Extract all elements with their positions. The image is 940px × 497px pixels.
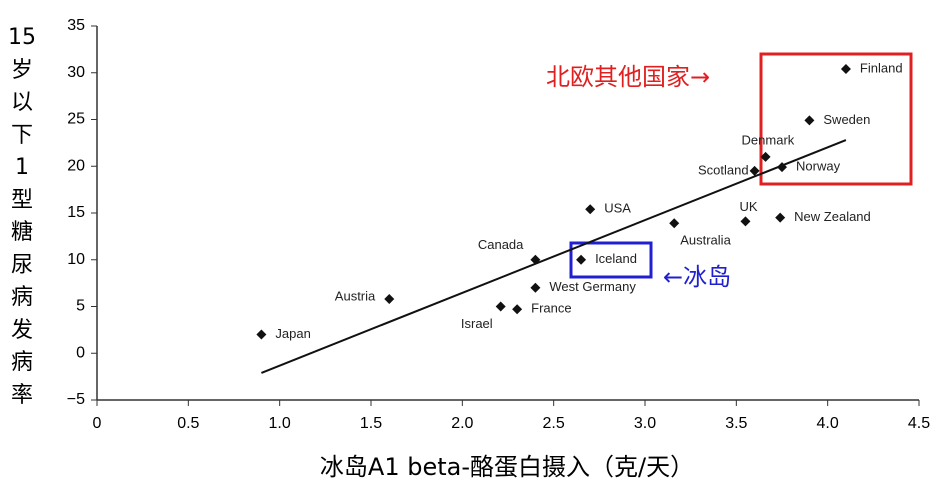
point	[384, 294, 395, 305]
point	[777, 162, 787, 173]
y-tick-label: 35	[67, 17, 85, 34]
point	[530, 282, 541, 293]
point	[749, 165, 760, 176]
point-label: Finland	[860, 60, 903, 75]
point-label: Australia	[680, 233, 731, 248]
point	[804, 115, 815, 126]
point-label: France	[531, 301, 571, 316]
x-tick-label: 2.0	[451, 415, 473, 432]
point-label: Austria	[335, 288, 376, 303]
point-label: Sweden	[823, 112, 870, 127]
y-tick-label: 10	[67, 251, 85, 268]
x-tick-label: 4.5	[908, 415, 930, 432]
y-tick-label: 5	[76, 298, 85, 315]
point-label: West Germany	[549, 279, 636, 294]
y-axis-title: 15岁以下1型糖尿病发病率	[8, 25, 36, 408]
x-tick-label: 3.5	[725, 415, 747, 432]
point-label: Iceland	[595, 251, 637, 266]
point	[840, 64, 851, 75]
point	[585, 204, 596, 215]
point	[669, 218, 680, 229]
point	[530, 254, 541, 265]
x-tick-label: 1.5	[360, 415, 382, 432]
point-label: USA	[604, 201, 631, 216]
x-axis-title: 冰岛A1 beta-酪蛋白摄入（克/天）	[320, 453, 694, 481]
x-tick-label: 1.0	[269, 415, 291, 432]
point	[495, 301, 506, 312]
point-label: UK	[739, 199, 757, 214]
y-tick-label: 15	[67, 204, 85, 221]
point	[576, 254, 587, 265]
point	[256, 329, 267, 340]
y-tick-label: 30	[67, 64, 85, 81]
nordic-box	[759, 52, 913, 186]
y-tick-label: −5	[67, 391, 85, 408]
x-tick-label: 4.0	[817, 415, 839, 432]
x-tick-label: 0	[93, 415, 102, 432]
y-tick-label: 25	[67, 111, 85, 128]
point	[760, 151, 771, 162]
x-tick-label: 0.5	[177, 415, 199, 432]
point-label: Scotland	[698, 162, 749, 177]
y-tick-label: 0	[76, 344, 85, 361]
x-tick-label: 2.5	[543, 415, 565, 432]
annotation: 北欧其他国家→	[546, 63, 710, 91]
trend-line	[261, 139, 847, 374]
point	[775, 212, 786, 223]
point-label: Canada	[478, 237, 524, 252]
annotation: ←冰岛	[663, 263, 731, 291]
point-label: Israel	[461, 316, 493, 331]
iceland-box	[569, 241, 653, 279]
point-label: Japan	[275, 326, 310, 341]
point	[512, 304, 523, 315]
y-tick-label: 20	[67, 157, 85, 174]
point-label: Norway	[796, 159, 841, 174]
point-label: Denmark	[742, 132, 795, 147]
x-tick-label: 3.0	[634, 415, 656, 432]
point	[740, 216, 751, 227]
point-label: New Zealand	[794, 209, 871, 224]
